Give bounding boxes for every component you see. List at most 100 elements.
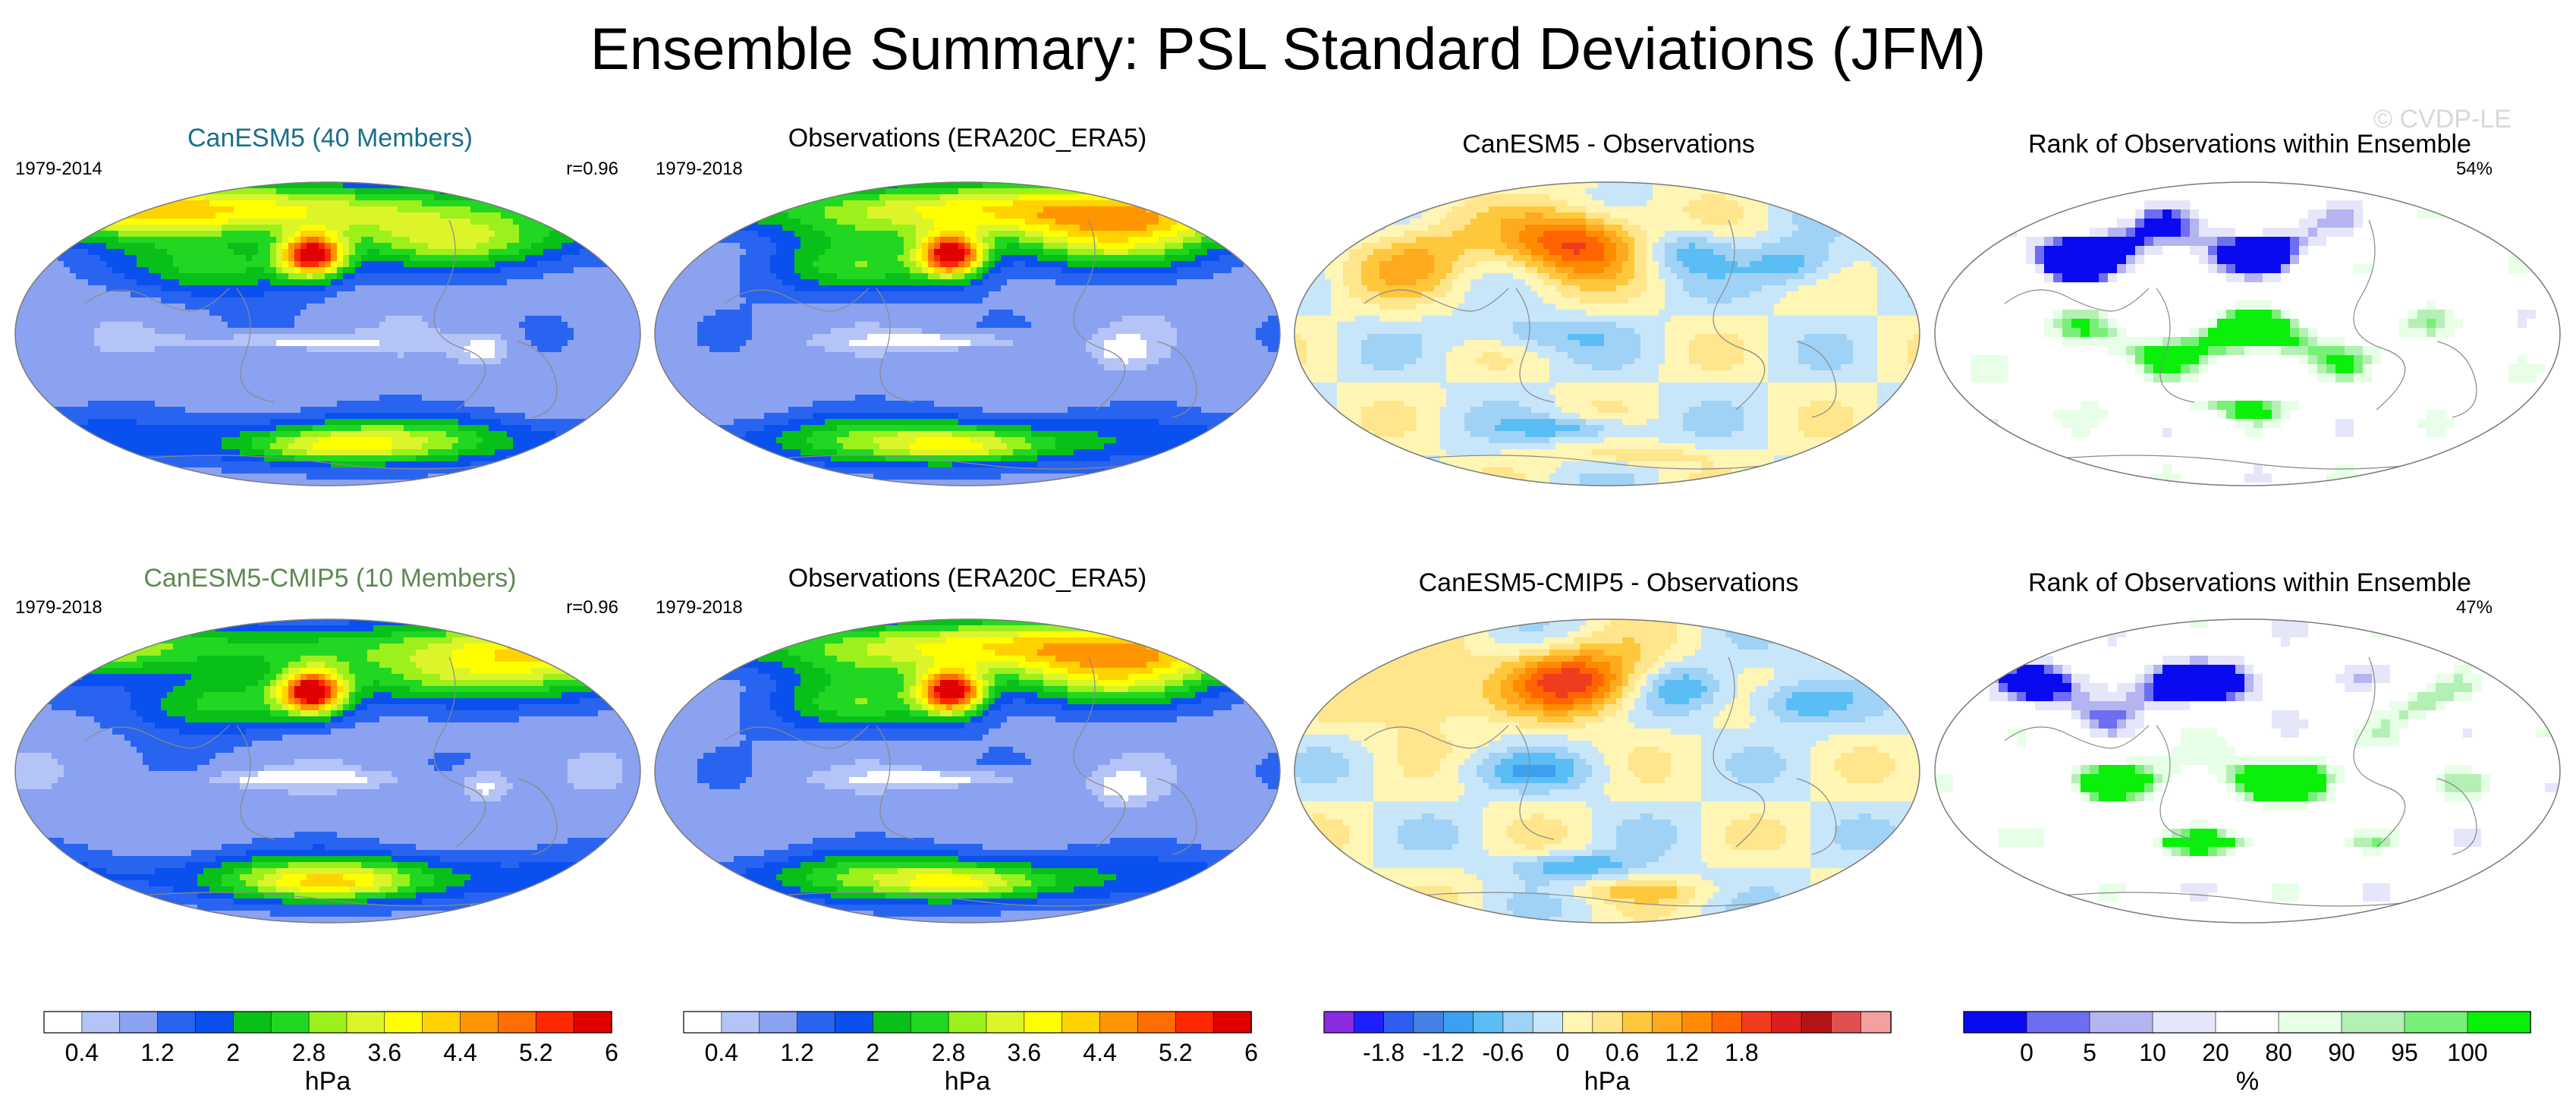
colorbar-box: [2026, 1011, 2090, 1034]
colorbar-box: [1621, 1011, 1653, 1034]
colorbar-box: [384, 1011, 423, 1034]
colorbar-units-1: hPa: [305, 1067, 351, 1096]
colorbar-box: [2215, 1011, 2279, 1034]
colorbar-tick-label: 10: [2139, 1039, 2166, 1066]
panel-title-1: CanESM5 (40 Members): [15, 123, 645, 153]
colorbar-box: [1442, 1011, 1474, 1034]
colorbar-box: [308, 1011, 348, 1034]
colorbar-tick-label: 0: [1556, 1039, 1570, 1066]
colorbar-box: [346, 1011, 385, 1034]
colorbar-box: [1137, 1011, 1177, 1034]
map-outline-4: [1934, 181, 2561, 486]
colorbar-box: [422, 1011, 461, 1034]
colorbar-rank: [1963, 1011, 2531, 1034]
panel-stat-5: r=0.96: [531, 596, 618, 619]
colorbar-box: [233, 1011, 272, 1034]
colorbar-box: [1175, 1011, 1214, 1034]
colorbar-box: [986, 1011, 1025, 1034]
panel-title-6: Observations (ERA20C_ERA5): [653, 563, 1282, 593]
colorbar-tick-label: 1.2: [780, 1039, 813, 1066]
map-panel-2: [655, 182, 1280, 486]
colorbar-tick-label: 2.8: [932, 1039, 965, 1066]
colorbar-box: [910, 1011, 949, 1034]
map-panel-6: [655, 619, 1280, 923]
colorbar-tick-label: 0: [2020, 1039, 2033, 1066]
map-panel-8: [1935, 619, 2560, 923]
map-panel-1: [15, 182, 640, 486]
panel-stat-4: 54%: [2409, 158, 2493, 181]
map-outline-8: [1934, 618, 2561, 924]
map-panel-5: [15, 619, 640, 923]
colorbar-tick-label: 2: [226, 1039, 240, 1066]
colorbar-tick-label: 0.4: [65, 1039, 99, 1066]
colorbar-box: [797, 1011, 836, 1034]
colorbar-diff: [1323, 1011, 1892, 1034]
map-panel-4: [1935, 182, 2560, 486]
colorbar-tick-label: -1.2: [1423, 1039, 1464, 1066]
colorbar-box: [195, 1011, 234, 1034]
colorbar-box: [1383, 1011, 1414, 1034]
colorbar-tick-label: 5.2: [1159, 1039, 1192, 1066]
colorbar-tick-label: 6: [605, 1039, 618, 1066]
colorbar-box: [2089, 1011, 2153, 1034]
colorbar-box: [1024, 1011, 1063, 1034]
colorbar-std-1: [43, 1011, 612, 1034]
colorbar-box: [1413, 1011, 1445, 1034]
colorbar-box: [683, 1011, 722, 1034]
colorbar-tick-label: -1.8: [1363, 1039, 1404, 1066]
colorbar-units-3: hPa: [1584, 1067, 1631, 1096]
panel-period-1: 1979-2014: [15, 158, 102, 181]
colorbar-box: [2152, 1011, 2216, 1034]
map-outline-5: [14, 618, 641, 924]
colorbar-box: [119, 1011, 159, 1034]
colorbar-box: [873, 1011, 912, 1034]
colorbar-box: [1473, 1011, 1504, 1034]
colorbar-box: [270, 1011, 310, 1034]
colorbar-box: [1711, 1011, 1743, 1034]
colorbar-box: [948, 1011, 987, 1034]
colorbar-box: [2467, 1011, 2531, 1034]
panel-title-7: CanESM5-CMIP5 - Observations: [1294, 568, 1923, 598]
panel-stat-8: 47%: [2409, 596, 2493, 619]
colorbar-units-2: hPa: [945, 1067, 991, 1096]
colorbar-tick-label: 5: [2083, 1039, 2096, 1066]
colorbar-box: [1099, 1011, 1139, 1034]
colorbar-tick-label: 2: [866, 1039, 879, 1066]
colorbar-box: [1592, 1011, 1623, 1034]
colorbar-box: [835, 1011, 874, 1034]
colorbar-tick-label: 1.8: [1725, 1039, 1758, 1066]
colorbar-tick-label: -0.6: [1482, 1039, 1524, 1066]
colorbar-box: [2404, 1011, 2468, 1034]
colorbar-box: [573, 1011, 612, 1034]
colorbar-tick-label: 90: [2328, 1039, 2355, 1066]
colorbar-tick-label: 0.6: [1606, 1039, 1639, 1066]
colorbar-box: [1562, 1011, 1593, 1034]
map-outline-3: [1294, 181, 1920, 486]
colorbar-tick-label: 0.4: [705, 1039, 738, 1066]
colorbar-tick-label: 100: [2447, 1039, 2487, 1066]
colorbar-box: [759, 1011, 798, 1034]
map-outline-6: [654, 618, 1281, 924]
panel-stat-1: r=0.96: [531, 158, 618, 181]
colorbar-tick-label: 6: [1244, 1039, 1258, 1066]
colorbar-tick-label: 1.2: [140, 1039, 174, 1066]
colorbar-tick-label: 95: [2391, 1039, 2418, 1066]
colorbar-tick-label: 20: [2202, 1039, 2229, 1066]
colorbar-box: [1323, 1011, 1355, 1034]
colorbar-box: [1963, 1011, 2027, 1034]
main-title: Ensemble Summary: PSL Standard Deviation…: [0, 11, 2576, 87]
colorbar-tick-label: 3.6: [368, 1039, 401, 1066]
colorbar-box: [1354, 1011, 1385, 1034]
colorbar-tick-label: 4.4: [443, 1039, 477, 1066]
map-outline-2: [654, 181, 1281, 486]
colorbar-tick-label: 2.8: [292, 1039, 326, 1066]
panel-title-8: Rank of Observations within Ensemble: [1935, 568, 2565, 598]
panel-title-2: Observations (ERA20C_ERA5): [653, 123, 1282, 153]
colorbar-box: [1771, 1011, 1802, 1034]
colorbar-box: [1502, 1011, 1534, 1034]
watermark: © CVDP-LE: [2373, 105, 2512, 134]
panel-period-5: 1979-2018: [15, 596, 102, 619]
colorbar-box: [157, 1011, 197, 1034]
colorbar-tick-label: 5.2: [519, 1039, 552, 1066]
colorbar-box: [1681, 1011, 1713, 1034]
